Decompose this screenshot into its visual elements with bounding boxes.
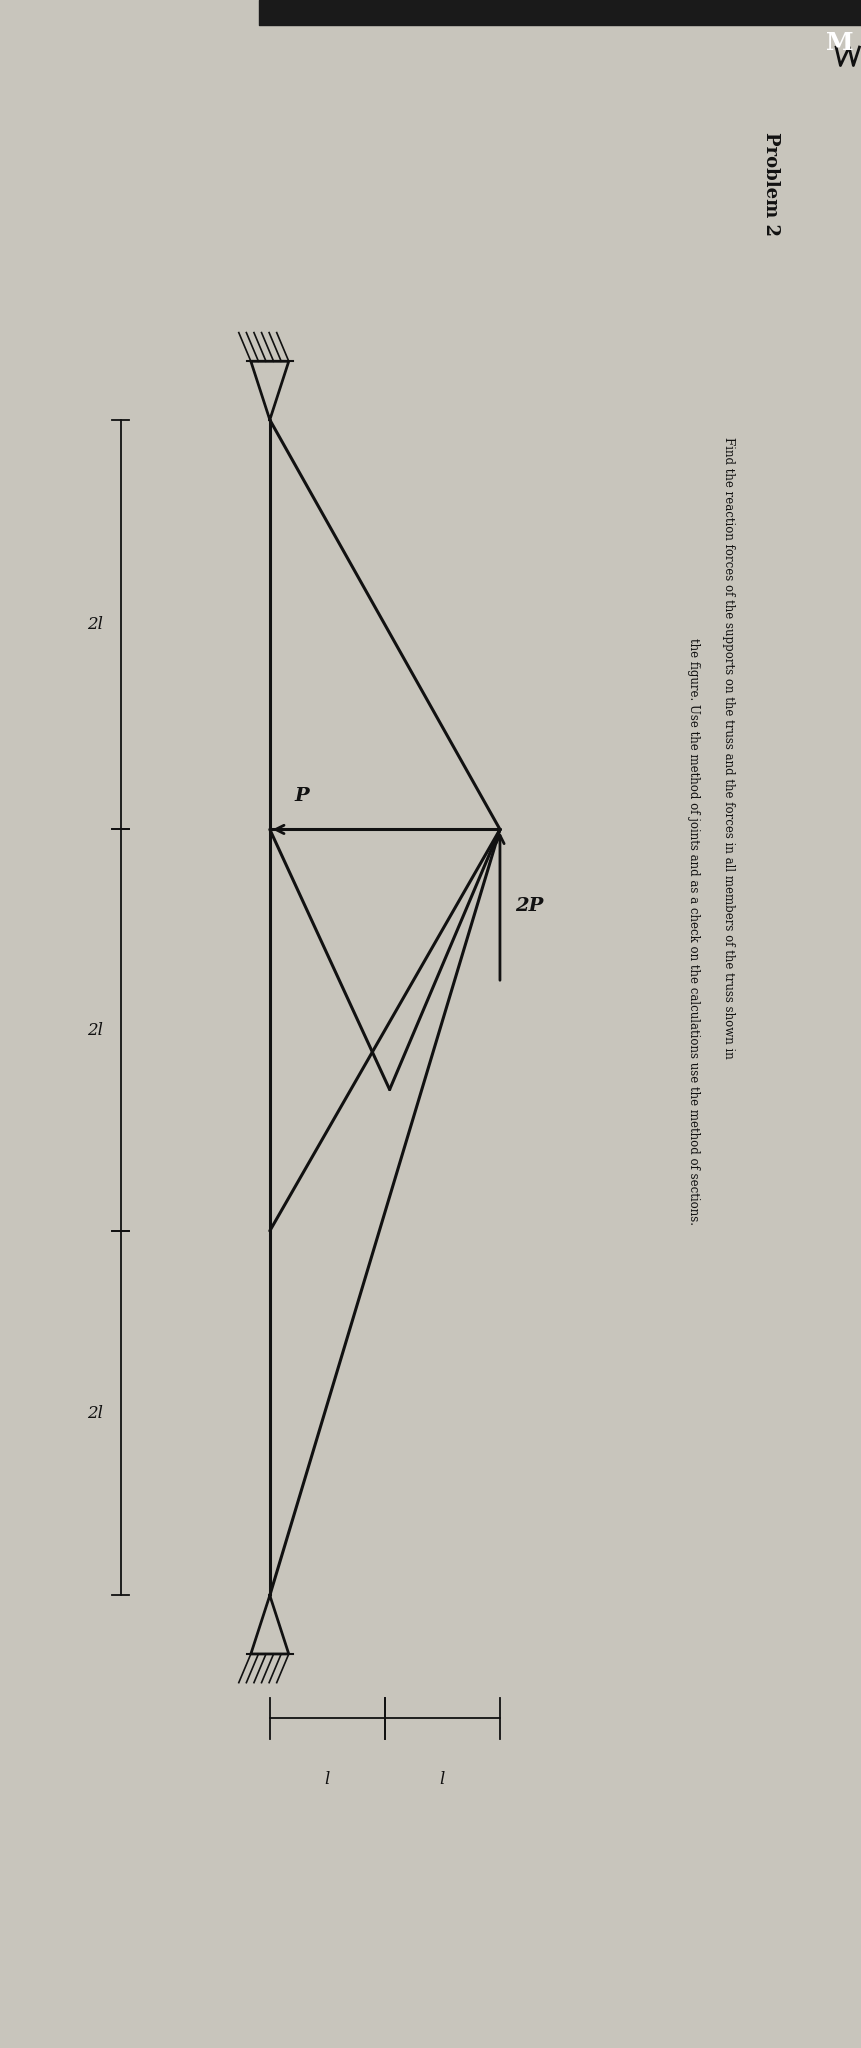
Text: the figure. Use the method of joints and as a check on the calculations use the : the figure. Use the method of joints and… [686, 639, 700, 1225]
Text: P: P [294, 786, 309, 805]
Text: Problem 2: Problem 2 [762, 133, 779, 236]
Text: M: M [825, 31, 852, 55]
Text: l: l [325, 1772, 330, 1788]
Text: 2l: 2l [87, 616, 102, 633]
Text: Find the reaction forces of the supports on the truss and the forces in all memb: Find the reaction forces of the supports… [721, 436, 734, 1059]
Text: 2P: 2P [515, 897, 543, 915]
Text: 2l: 2l [87, 1022, 102, 1038]
Text: 2l: 2l [87, 1405, 102, 1421]
Text: l: l [439, 1772, 444, 1788]
